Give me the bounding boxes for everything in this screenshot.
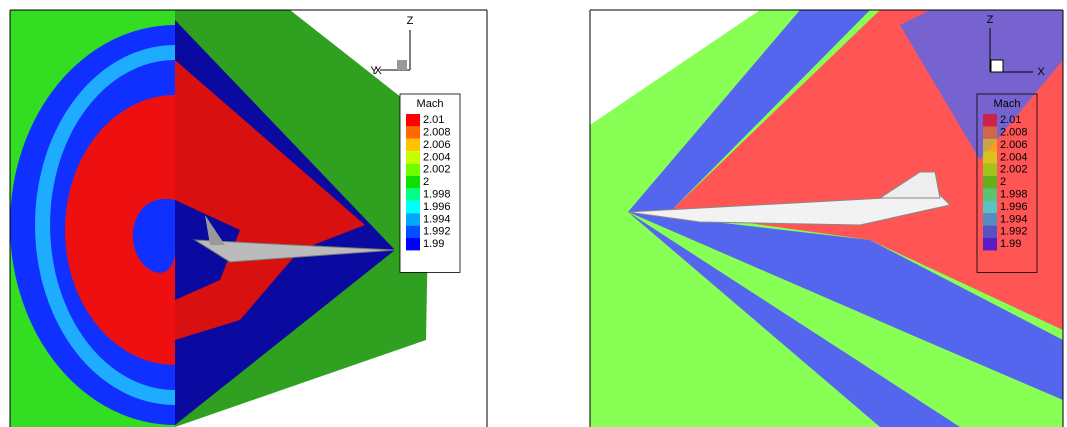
- legend-label: 2.008: [1000, 127, 1028, 139]
- axis-box: [397, 60, 407, 70]
- legend-label: 1.99: [423, 238, 444, 250]
- legend-label: 1.994: [1000, 213, 1028, 225]
- legend-swatch: [983, 225, 997, 238]
- legend-label: 2.006: [423, 139, 451, 151]
- legend-swatch: [406, 188, 420, 201]
- legend-label: 1.994: [423, 213, 451, 225]
- legend-box: [976, 93, 1038, 273]
- legend-title: Mach: [994, 98, 1021, 110]
- wedge-inner: [175, 200, 240, 300]
- legend-swatch: [983, 238, 997, 251]
- legend-label: 1.996: [423, 201, 451, 213]
- legend-swatch: [983, 176, 997, 189]
- legend-swatch: [406, 213, 420, 226]
- legend-label: 2.01: [1000, 114, 1021, 126]
- legend-swatch: [983, 151, 997, 164]
- legend-swatch: [983, 200, 997, 214]
- legend-swatch: [406, 200, 420, 214]
- legend-swatch: [983, 213, 997, 226]
- band-green: [628, 212, 1063, 427]
- empty: [590, 10, 760, 125]
- inner-blue: [132, 198, 175, 273]
- legend-swatch: [406, 238, 420, 251]
- band-blue-3: [628, 212, 1063, 400]
- legend-swatch: [983, 138, 997, 152]
- legend-swatch: [406, 225, 420, 238]
- legend-swatch: [983, 188, 997, 201]
- axis-label: X: [1037, 66, 1045, 78]
- legend-swatch: [406, 114, 420, 127]
- legend-label: 1.992: [1000, 226, 1028, 238]
- legend-label: 2.004: [423, 151, 451, 163]
- legend-label: 1.998: [423, 189, 451, 201]
- legend-label: 1.99: [1000, 238, 1021, 250]
- axis-box: [990, 59, 1004, 73]
- legend-label: 2.008: [423, 127, 451, 139]
- left-plot: Z Y X: [9, 9, 488, 427]
- legend-label: 2.01: [423, 114, 444, 126]
- legend-label: 2.006: [1000, 139, 1028, 151]
- legend-swatch: [406, 138, 420, 152]
- aircraft: [193, 239, 396, 263]
- axis-label: Z: [407, 15, 414, 27]
- legend-label: 2: [1000, 176, 1006, 188]
- legend-swatch: [406, 126, 420, 139]
- axis-label: Y: [370, 65, 378, 77]
- legend-label: 2.002: [423, 164, 451, 176]
- axis-label: Z: [987, 14, 994, 26]
- axis-label: X: [374, 65, 382, 77]
- legend-label: 1.992: [423, 226, 451, 238]
- aircraft-tail: [878, 171, 941, 199]
- aircraft-tail: [205, 215, 225, 245]
- legend-label: 1.996: [1000, 201, 1028, 213]
- legend-label: 2: [423, 176, 429, 188]
- legend-swatch: [406, 163, 420, 176]
- legend-swatch: [983, 163, 997, 176]
- region-red: [65, 95, 175, 365]
- band-blue-2: [900, 10, 1063, 160]
- band-blue-4: [628, 212, 960, 427]
- legend-swatch: [406, 176, 420, 189]
- legend-label: 2.002: [1000, 164, 1028, 176]
- legend-swatch: [406, 151, 420, 164]
- legend-swatch: [983, 126, 997, 139]
- legend-label: 2.004: [1000, 151, 1028, 163]
- band-blue: [628, 10, 870, 212]
- legend-swatch: [983, 114, 997, 127]
- legend-title: Mach: [417, 98, 444, 110]
- legend-label: 1.998: [1000, 189, 1028, 201]
- right-plot: Z X: [589, 9, 1064, 427]
